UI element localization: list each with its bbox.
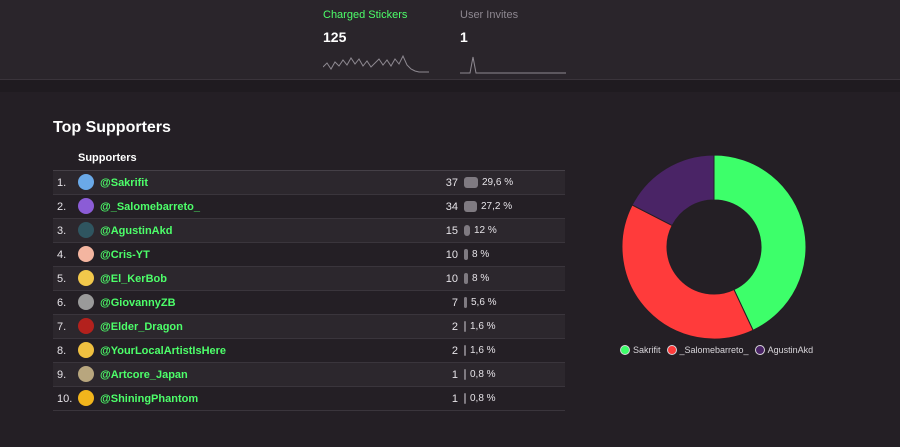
avatar[interactable] (78, 390, 94, 406)
share-percent: 12 % (474, 225, 497, 236)
chart-legend: Sakrifit _Salomebarreto_ AgustinAkd (620, 345, 813, 355)
rank-number: 9. (57, 369, 67, 381)
share-percent: 1,6 % (470, 321, 496, 332)
stat-user-invites: User Invites 1 (460, 9, 566, 74)
supporter-name-link[interactable]: @AgustinAkd (100, 225, 173, 237)
avatar[interactable] (78, 366, 94, 382)
avatar[interactable] (78, 318, 94, 334)
sticker-count: 10 (445, 273, 458, 285)
legend-item[interactable]: Sakrifit (620, 345, 661, 355)
supporter-name-link[interactable]: @El_KerBob (100, 273, 167, 285)
share-percent: 27,2 % (481, 201, 513, 212)
table-row[interactable]: 10. @ShiningPhantom 1 0,8 % (53, 387, 565, 411)
avatar[interactable] (78, 294, 94, 310)
supporter-name-link[interactable]: @Artcore_Japan (100, 369, 188, 381)
table-row[interactable]: 9. @Artcore_Japan 1 0,8 % (53, 363, 565, 387)
legend-label: _Salomebarreto_ (679, 345, 749, 355)
table-row[interactable]: 6. @GiovannyZB 7 5,6 % (53, 291, 565, 315)
stat-value: 1 (460, 29, 468, 45)
share-percent: 8 % (472, 273, 490, 284)
table-row[interactable]: 3. @AgustinAkd 15 12 % (53, 219, 565, 243)
legend-swatch (666, 345, 677, 355)
stat-charged-stickers: Charged Stickers 125 (323, 9, 429, 73)
donut-slice-salomebarreto[interactable] (621, 204, 754, 340)
rank-number: 5. (57, 273, 67, 285)
supporters-table: Supporters 1. @Sakrifit 37 29,6 % 2. @_S… (53, 150, 565, 411)
sticker-count: 10 (445, 249, 458, 261)
table-row[interactable]: 2. @_Salomebarreto_ 34 27,2 % (53, 195, 565, 219)
section-divider (0, 80, 900, 92)
sticker-count: 2 (451, 321, 458, 333)
avatar[interactable] (78, 222, 94, 238)
avatar[interactable] (78, 198, 94, 214)
table-row[interactable]: 5. @El_KerBob 10 8 % (53, 267, 565, 291)
stat-value: 125 (323, 29, 347, 45)
rank-number: 7. (57, 321, 67, 333)
sticker-count: 7 (451, 297, 458, 309)
sticker-count: 34 (445, 201, 458, 213)
sparkline (460, 56, 566, 74)
sticker-count: 1 (451, 369, 458, 381)
share-bar (464, 225, 470, 236)
legend-item[interactable]: _Salomebarreto_ (666, 345, 749, 355)
rank-number: 3. (57, 225, 67, 237)
share-percent: 29,6 % (482, 177, 514, 188)
supporters-donut-chart (621, 154, 807, 340)
stats-header: Charged Stickers 125 User Invites 1 (0, 0, 900, 80)
rank-number: 1. (57, 177, 67, 189)
stat-label: Charged Stickers (323, 9, 408, 21)
donut-slice-sakrifit[interactable] (713, 154, 807, 331)
rank-number: 6. (57, 297, 67, 309)
share-percent: 1,6 % (470, 345, 496, 356)
supporter-name-link[interactable]: @Sakrifit (100, 177, 149, 189)
rank-number: 8. (57, 345, 67, 357)
rank-number: 2. (57, 201, 67, 213)
supporter-name-link[interactable]: @GiovannyZB (100, 297, 176, 309)
share-bar (464, 345, 466, 356)
share-bar (464, 297, 467, 308)
table-row[interactable]: 1. @Sakrifit 37 29,6 % (53, 171, 565, 195)
rank-number: 10. (57, 393, 73, 405)
table-row[interactable]: 7. @Elder_Dragon 2 1,6 % (53, 315, 565, 339)
sparkline (323, 54, 429, 73)
share-bar (464, 393, 466, 404)
supporter-name-link[interactable]: @YourLocalArtistIsHere (100, 345, 227, 357)
sticker-count: 2 (451, 345, 458, 357)
legend-label: Sakrifit (633, 345, 661, 355)
supporter-name-link[interactable]: @Elder_Dragon (100, 321, 183, 333)
table-row[interactable]: 4. @Cris-YT 10 8 % (53, 243, 565, 267)
supporter-name-link[interactable]: @_Salomebarreto_ (100, 201, 200, 213)
avatar[interactable] (78, 342, 94, 358)
avatar[interactable] (78, 270, 94, 286)
share-percent: 5,6 % (471, 297, 497, 308)
table-row[interactable]: 8. @YourLocalArtistIsHere 2 1,6 % (53, 339, 565, 363)
legend-swatch (620, 345, 630, 355)
sticker-count: 15 (445, 225, 458, 237)
avatar[interactable] (78, 174, 94, 190)
legend-item[interactable]: AgustinAkd (754, 345, 814, 355)
supporter-name-link[interactable]: @Cris-YT (100, 249, 150, 261)
share-percent: 0,8 % (470, 393, 496, 404)
stat-label: User Invites (460, 9, 519, 21)
sticker-count: 1 (451, 393, 458, 405)
donut-slice-agustinakd[interactable] (631, 154, 715, 227)
page-title: Top Supporters (53, 119, 171, 136)
share-percent: 0,8 % (470, 369, 496, 380)
share-bar (464, 201, 477, 212)
share-percent: 8 % (472, 249, 490, 260)
share-bar (464, 273, 468, 284)
share-bar (464, 321, 466, 332)
rank-number: 4. (57, 249, 67, 261)
column-header: Supporters (53, 150, 565, 171)
legend-swatch (754, 345, 765, 355)
supporter-name-link[interactable]: @ShiningPhantom (100, 393, 199, 405)
share-bar (464, 369, 466, 380)
share-bar (464, 177, 478, 188)
share-bar (464, 249, 468, 260)
legend-label: AgustinAkd (767, 345, 814, 355)
sticker-count: 37 (445, 177, 458, 189)
avatar[interactable] (78, 246, 94, 262)
